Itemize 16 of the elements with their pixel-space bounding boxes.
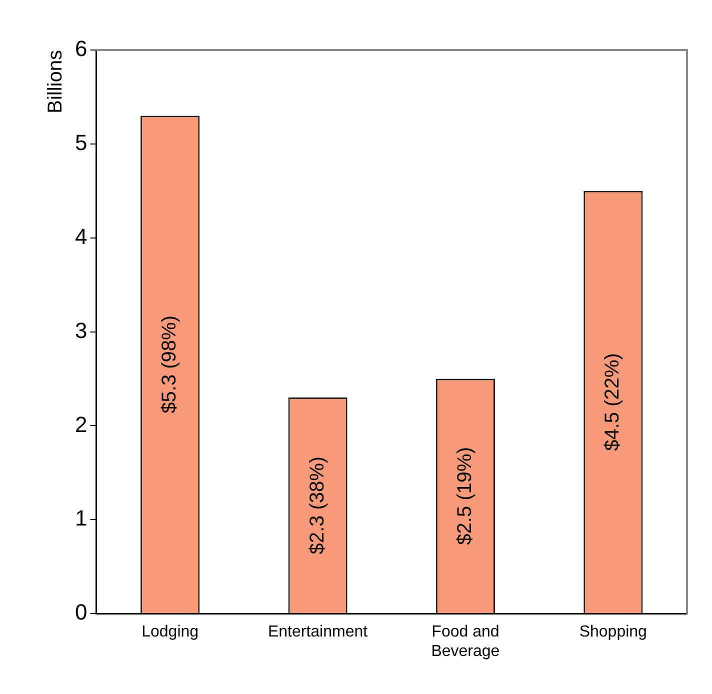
y-axis-title: Billions <box>44 50 67 114</box>
y-tick-label: 1 <box>74 506 88 531</box>
y-tick-label: 5 <box>74 130 88 155</box>
data-label: $5.3 (98%) <box>158 316 181 414</box>
x-tick-label: Lodging <box>142 624 199 641</box>
data-label: $4.5 (22%) <box>602 353 624 451</box>
y-tick-label: 0 <box>74 600 88 625</box>
y-tick-label: 6 <box>74 36 88 62</box>
x-tick-label: Entertainment <box>268 624 368 641</box>
x-tick-label: Shopping <box>579 624 647 641</box>
y-tick-label: 2 <box>74 412 88 437</box>
data-label: $2.5 (19%) <box>454 447 476 545</box>
y-tick-label: 3 <box>74 318 88 343</box>
x-tick-label: Food and Beverage <box>431 624 500 660</box>
y-tick-label: 4 <box>74 224 88 249</box>
data-label: $2.3 (38%) <box>306 456 328 554</box>
